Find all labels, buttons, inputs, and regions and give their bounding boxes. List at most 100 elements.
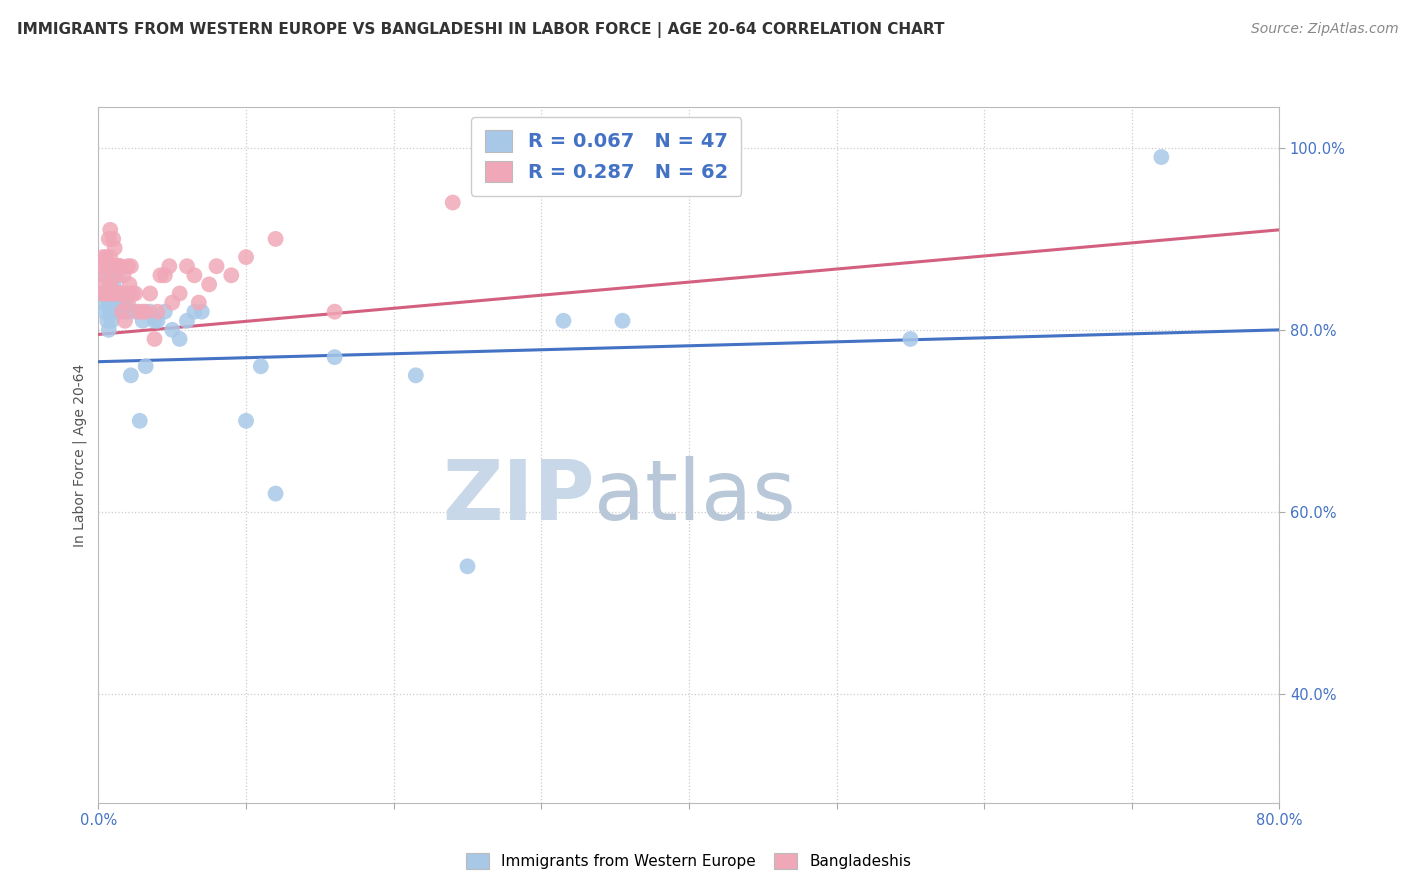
Point [110,259,132,273]
Point [91,295,114,310]
Point [900,332,922,346]
Point [235,414,257,428]
Point [264,232,287,246]
Point [104,268,127,283]
Point [94,277,117,292]
Point [183,304,205,318]
Point [104,241,127,255]
Point [103,286,125,301]
Point [149,268,172,283]
Point [648,141,671,155]
Point [264,486,287,500]
Point [135,359,157,374]
Point [456,559,478,574]
Point [108,259,131,273]
Point [96,286,118,301]
Point [103,259,125,273]
Legend: Immigrants from Western Europe, Bangladeshis: Immigrants from Western Europe, Banglade… [460,847,918,875]
Point [97,295,120,310]
Y-axis label: In Labor Force | Age 20-64: In Labor Force | Age 20-64 [73,363,87,547]
Point [107,268,129,283]
Point [191,304,214,318]
Point [143,314,166,328]
Point [132,304,155,318]
Point [98,223,121,237]
Point [198,277,221,292]
Point [118,277,141,292]
Point [93,259,115,273]
Point [127,304,149,318]
Point [153,268,176,283]
Point [110,286,132,301]
Point [98,250,121,264]
Point [103,304,125,318]
Point [97,323,120,337]
Point [108,304,131,318]
Point [105,295,128,310]
Point [124,304,146,318]
Point [553,314,575,328]
Point [117,295,139,310]
Point [91,268,114,283]
Point [114,314,136,328]
Point [105,286,128,301]
Point [183,268,205,283]
Point [93,286,115,301]
Text: atlas: atlas [595,456,796,537]
Point [96,286,118,301]
Point [112,304,135,318]
Point [128,414,150,428]
Point [143,332,166,346]
Point [153,304,176,318]
Point [1150,150,1173,164]
Point [146,304,169,318]
Point [250,359,273,374]
Point [235,250,257,264]
Point [104,286,127,301]
Point [117,304,139,318]
Point [176,259,198,273]
Legend: R = 0.067   N = 47, R = 0.287   N = 62: R = 0.067 N = 47, R = 0.287 N = 62 [471,117,741,196]
Point [115,286,138,301]
Point [132,314,155,328]
Point [169,286,191,301]
Point [612,314,634,328]
Point [97,232,120,246]
Point [135,304,157,318]
Point [120,259,142,273]
Point [103,232,125,246]
Point [205,259,228,273]
Point [176,314,198,328]
Point [323,304,346,318]
Text: ZIP: ZIP [441,456,595,537]
Point [93,304,115,318]
Text: Source: ZipAtlas.com: Source: ZipAtlas.com [1251,22,1399,37]
Point [187,295,209,310]
Point [162,295,183,310]
Point [96,259,118,273]
Point [124,286,146,301]
Point [162,323,183,337]
Point [169,332,191,346]
Point [98,304,121,318]
Point [97,286,120,301]
Point [98,277,121,292]
Point [117,259,139,273]
Point [98,277,121,292]
Point [97,259,120,273]
Point [107,259,129,273]
Point [441,195,464,210]
Point [139,304,162,318]
Point [100,259,122,273]
Point [111,295,134,310]
Point [405,368,427,383]
Point [96,314,118,328]
Point [105,259,128,273]
Point [103,277,125,292]
Point [120,368,142,383]
Point [108,286,131,301]
Point [91,250,114,264]
Point [114,295,136,310]
Point [121,286,143,301]
Point [94,250,117,264]
